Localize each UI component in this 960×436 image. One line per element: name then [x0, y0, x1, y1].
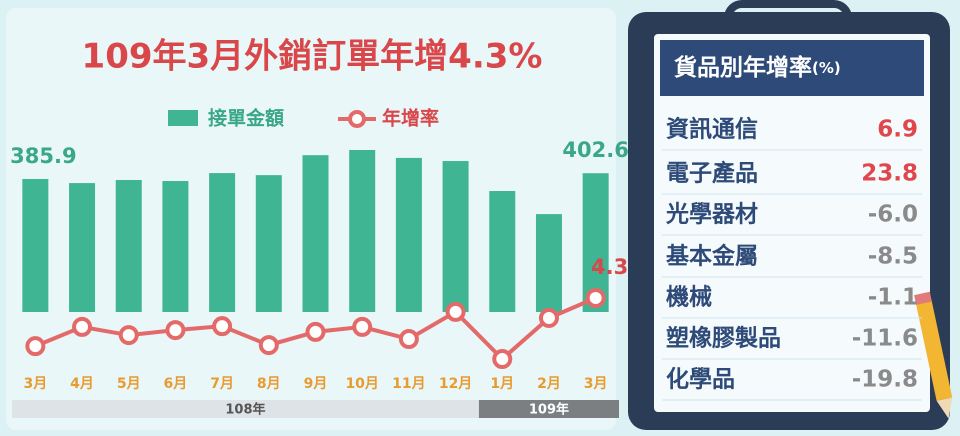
- x-tick-label: 5月: [117, 376, 141, 392]
- row-name: 光學器材: [665, 201, 758, 228]
- legend-swatch: [168, 110, 198, 126]
- table-header: [660, 40, 924, 96]
- bar: [535, 214, 562, 312]
- line-marker: [352, 316, 373, 337]
- group-label: 108年: [225, 402, 265, 418]
- x-tick-label: 1月: [490, 376, 514, 392]
- x-tick-label: 8月: [257, 376, 281, 392]
- line-marker: [305, 321, 326, 342]
- pencil: [914, 291, 953, 419]
- bar: [489, 191, 516, 312]
- row-name: 塑橡膠製品: [666, 325, 781, 352]
- x-tick-label: 7月: [210, 376, 234, 392]
- group-band: [478, 400, 619, 418]
- legend-label: 年增率: [382, 107, 439, 130]
- line-marker: [258, 335, 279, 356]
- line-marker: [212, 316, 233, 337]
- bar: [209, 173, 236, 312]
- chart-title: 109年3月外銷訂單年增4.3%: [82, 37, 543, 77]
- line-marker: [398, 329, 419, 350]
- bar: [69, 183, 96, 312]
- bar: [115, 179, 142, 312]
- row-name: 基本金屬: [666, 243, 758, 270]
- legend-label: 接單金額: [208, 107, 284, 130]
- line-marker: [585, 288, 606, 308]
- bar: [349, 150, 376, 312]
- line-value-label: 4.3: [591, 255, 628, 279]
- row-value: -8.5: [868, 244, 918, 270]
- x-tick-label: 6月: [164, 376, 188, 392]
- bar-value-label: 385.9: [10, 144, 76, 168]
- row-name: 資訊通信: [666, 116, 758, 143]
- bar: [442, 161, 469, 312]
- x-tick-label: 3月: [23, 376, 47, 392]
- row-value: 6.9: [877, 117, 918, 143]
- x-tick-label: 9月: [304, 376, 328, 392]
- line-marker: [492, 349, 513, 369]
- line-marker: [25, 336, 46, 357]
- row-name: 化學品: [666, 366, 735, 393]
- line-marker: [165, 320, 186, 341]
- x-tick-label: 3月: [584, 376, 608, 392]
- row-value: -11.6: [852, 326, 918, 352]
- row-name: 電子產品: [666, 160, 758, 187]
- line-marker: [538, 307, 559, 328]
- group-label: 109年: [529, 402, 569, 418]
- x-tick-label: 10月: [345, 376, 378, 392]
- bar: [162, 181, 189, 312]
- line-marker: [72, 316, 93, 337]
- bar: [395, 157, 422, 312]
- pencil-body: [915, 299, 953, 401]
- x-tick-label: 4月: [70, 376, 94, 392]
- line-marker: [118, 325, 139, 346]
- bar-value-label: 402.6: [562, 138, 628, 162]
- x-tick-label: 2月: [537, 376, 561, 392]
- row-value: -6.0: [868, 202, 918, 228]
- x-tick-label: 12月: [439, 376, 472, 392]
- pencil-eraser: [914, 291, 932, 305]
- bar: [255, 175, 282, 312]
- line-marker: [445, 301, 466, 322]
- bar: [22, 178, 49, 312]
- table-title-text: 貨品別年增率: [674, 54, 812, 81]
- row-value: 23.8: [861, 161, 918, 187]
- bar: [302, 155, 329, 312]
- row-value: -19.8: [852, 367, 918, 393]
- group-band: [12, 400, 479, 418]
- row-name: 機械: [666, 285, 712, 311]
- row-value: -1.1: [868, 285, 918, 311]
- legend-marker: [348, 110, 366, 128]
- table-title: 貨品別年增率(%): [674, 54, 841, 81]
- pencil-tip: [936, 397, 953, 419]
- x-tick-label: 11月: [392, 376, 425, 392]
- table-unit: (%): [812, 59, 841, 77]
